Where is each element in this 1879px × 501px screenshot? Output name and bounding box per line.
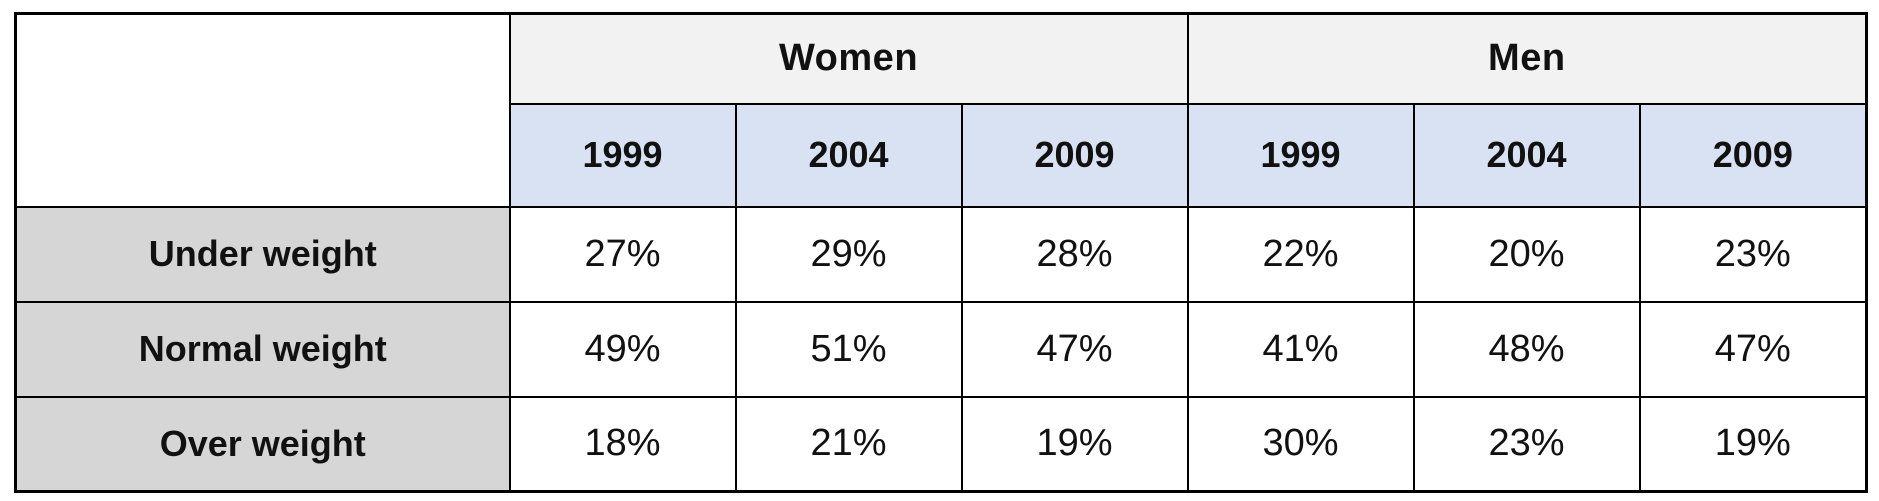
data-cell: 47% (1638, 300, 1868, 398)
data-cell: 22% (1186, 205, 1415, 303)
group-header-men: Men (1186, 12, 1868, 105)
data-cell: 29% (734, 205, 963, 303)
data-cell: 23% (1638, 205, 1868, 303)
year-header-men-2009: 2009 (1638, 102, 1868, 208)
row-label-over-weight: Over weight (14, 395, 511, 493)
corner-cell (14, 12, 511, 208)
table-row-under-weight: Under weight 27% 29% 28% 22% 20% 23% (14, 205, 1868, 303)
year-header-men-1999: 1999 (1186, 102, 1415, 208)
group-header-row: Women Men (14, 12, 1868, 208)
data-cell: 23% (1412, 395, 1641, 493)
data-cell: 18% (508, 395, 737, 493)
row-label-under-weight: Under weight (14, 205, 511, 303)
data-cell: 19% (960, 395, 1189, 493)
data-cell: 48% (1412, 300, 1641, 398)
data-cell: 51% (734, 300, 963, 398)
year-header-men-2004: 2004 (1412, 102, 1641, 208)
data-cell: 30% (1186, 395, 1415, 493)
data-cell: 19% (1638, 395, 1868, 493)
data-cell: 49% (508, 300, 737, 398)
group-header-women: Women (508, 12, 1189, 105)
table-row-normal-weight: Normal weight 49% 51% 47% 41% 48% 47% (14, 300, 1868, 398)
year-header-women-2004: 2004 (734, 102, 963, 208)
data-cell: 27% (508, 205, 737, 303)
row-label-normal-weight: Normal weight (14, 300, 511, 398)
table-row-over-weight: Over weight 18% 21% 19% 30% 23% 19% (14, 395, 1868, 493)
weight-statistics-table: Women Men 1999 2004 2009 1999 2004 2009 … (14, 12, 1869, 493)
data-cell: 41% (1186, 300, 1415, 398)
year-header-women-2009: 2009 (960, 102, 1189, 208)
data-cell: 21% (734, 395, 963, 493)
data-cell: 47% (960, 300, 1189, 398)
year-header-women-1999: 1999 (508, 102, 737, 208)
data-cell: 20% (1412, 205, 1641, 303)
data-cell: 28% (960, 205, 1189, 303)
year-header-row: 1999 2004 2009 1999 2004 2009 (16, 102, 1868, 208)
